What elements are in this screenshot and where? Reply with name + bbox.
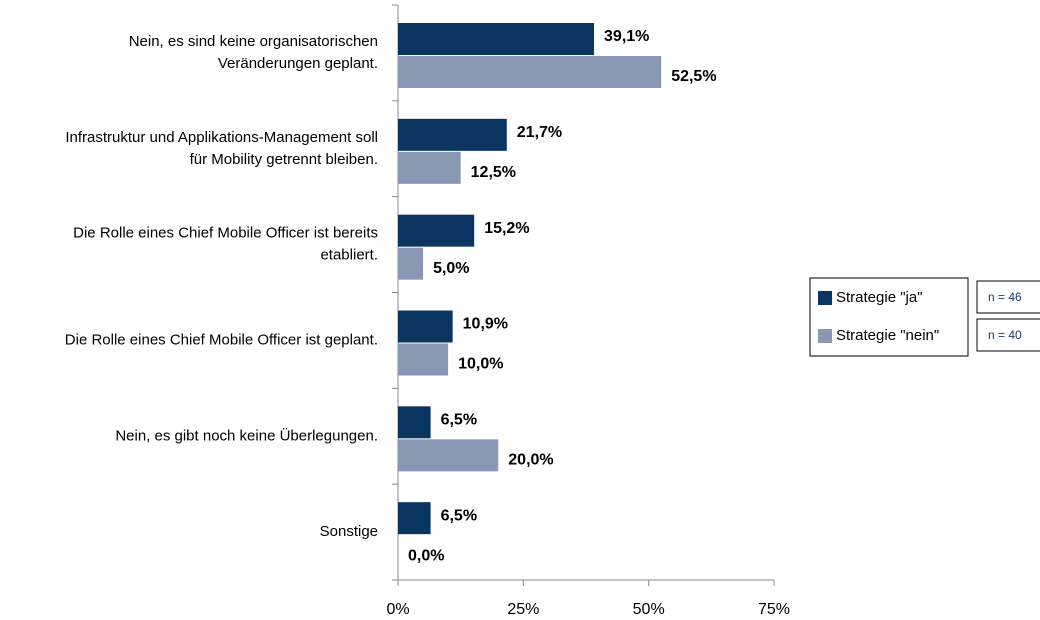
value-label: 20,0%	[508, 452, 553, 469]
category-label: Die Rolle eines Chief Mobile Officer ist…	[65, 331, 378, 348]
value-label: 15,2%	[484, 220, 529, 237]
x-tick-label: 75%	[758, 601, 790, 618]
category-label: Die Rolle eines Chief Mobile Officer ist…	[73, 225, 378, 264]
bar	[398, 310, 453, 343]
category-label: Sonstige	[320, 523, 378, 540]
annotation: n = 46	[988, 290, 1022, 304]
x-tick-label: 0%	[386, 601, 409, 618]
bar	[398, 118, 507, 151]
bar	[398, 439, 499, 472]
legend-label: Strategie "ja"	[836, 289, 923, 306]
bar	[398, 56, 662, 88]
legend-swatch	[818, 329, 832, 343]
annotation: n = 40	[988, 328, 1022, 342]
x-tick-label: 25%	[507, 601, 539, 618]
bar	[398, 214, 475, 247]
value-label: 10,0%	[458, 356, 503, 373]
bar	[398, 151, 461, 184]
legend-label: Strategie "nein"	[836, 327, 939, 344]
value-label: 6,5%	[441, 507, 477, 524]
bar	[398, 23, 595, 55]
value-label: 21,7%	[517, 124, 562, 141]
bar	[398, 247, 424, 280]
legend-box	[809, 277, 969, 357]
bar	[398, 406, 431, 439]
value-label: 12,5%	[471, 164, 516, 181]
annotation-box	[976, 280, 1040, 314]
legend-swatch	[818, 291, 832, 305]
value-label: 5,0%	[433, 260, 469, 277]
x-tick-label: 50%	[633, 601, 665, 618]
value-label: 10,9%	[463, 316, 508, 333]
annotation-box	[976, 318, 1040, 352]
category-label: Nein, es gibt noch keine Überlegungen.	[115, 426, 378, 444]
value-label: 6,5%	[441, 412, 477, 429]
category-label: Nein, es sind keine organisatorischen Ver…	[129, 33, 378, 72]
value-label: 39,1%	[604, 28, 649, 45]
category-label: Infrastruktur und Applikations-Managemen…	[65, 129, 378, 168]
value-label: 0,0%	[408, 547, 444, 564]
value-label: 52,5%	[671, 68, 716, 85]
bar	[398, 502, 431, 535]
bar	[398, 343, 449, 376]
